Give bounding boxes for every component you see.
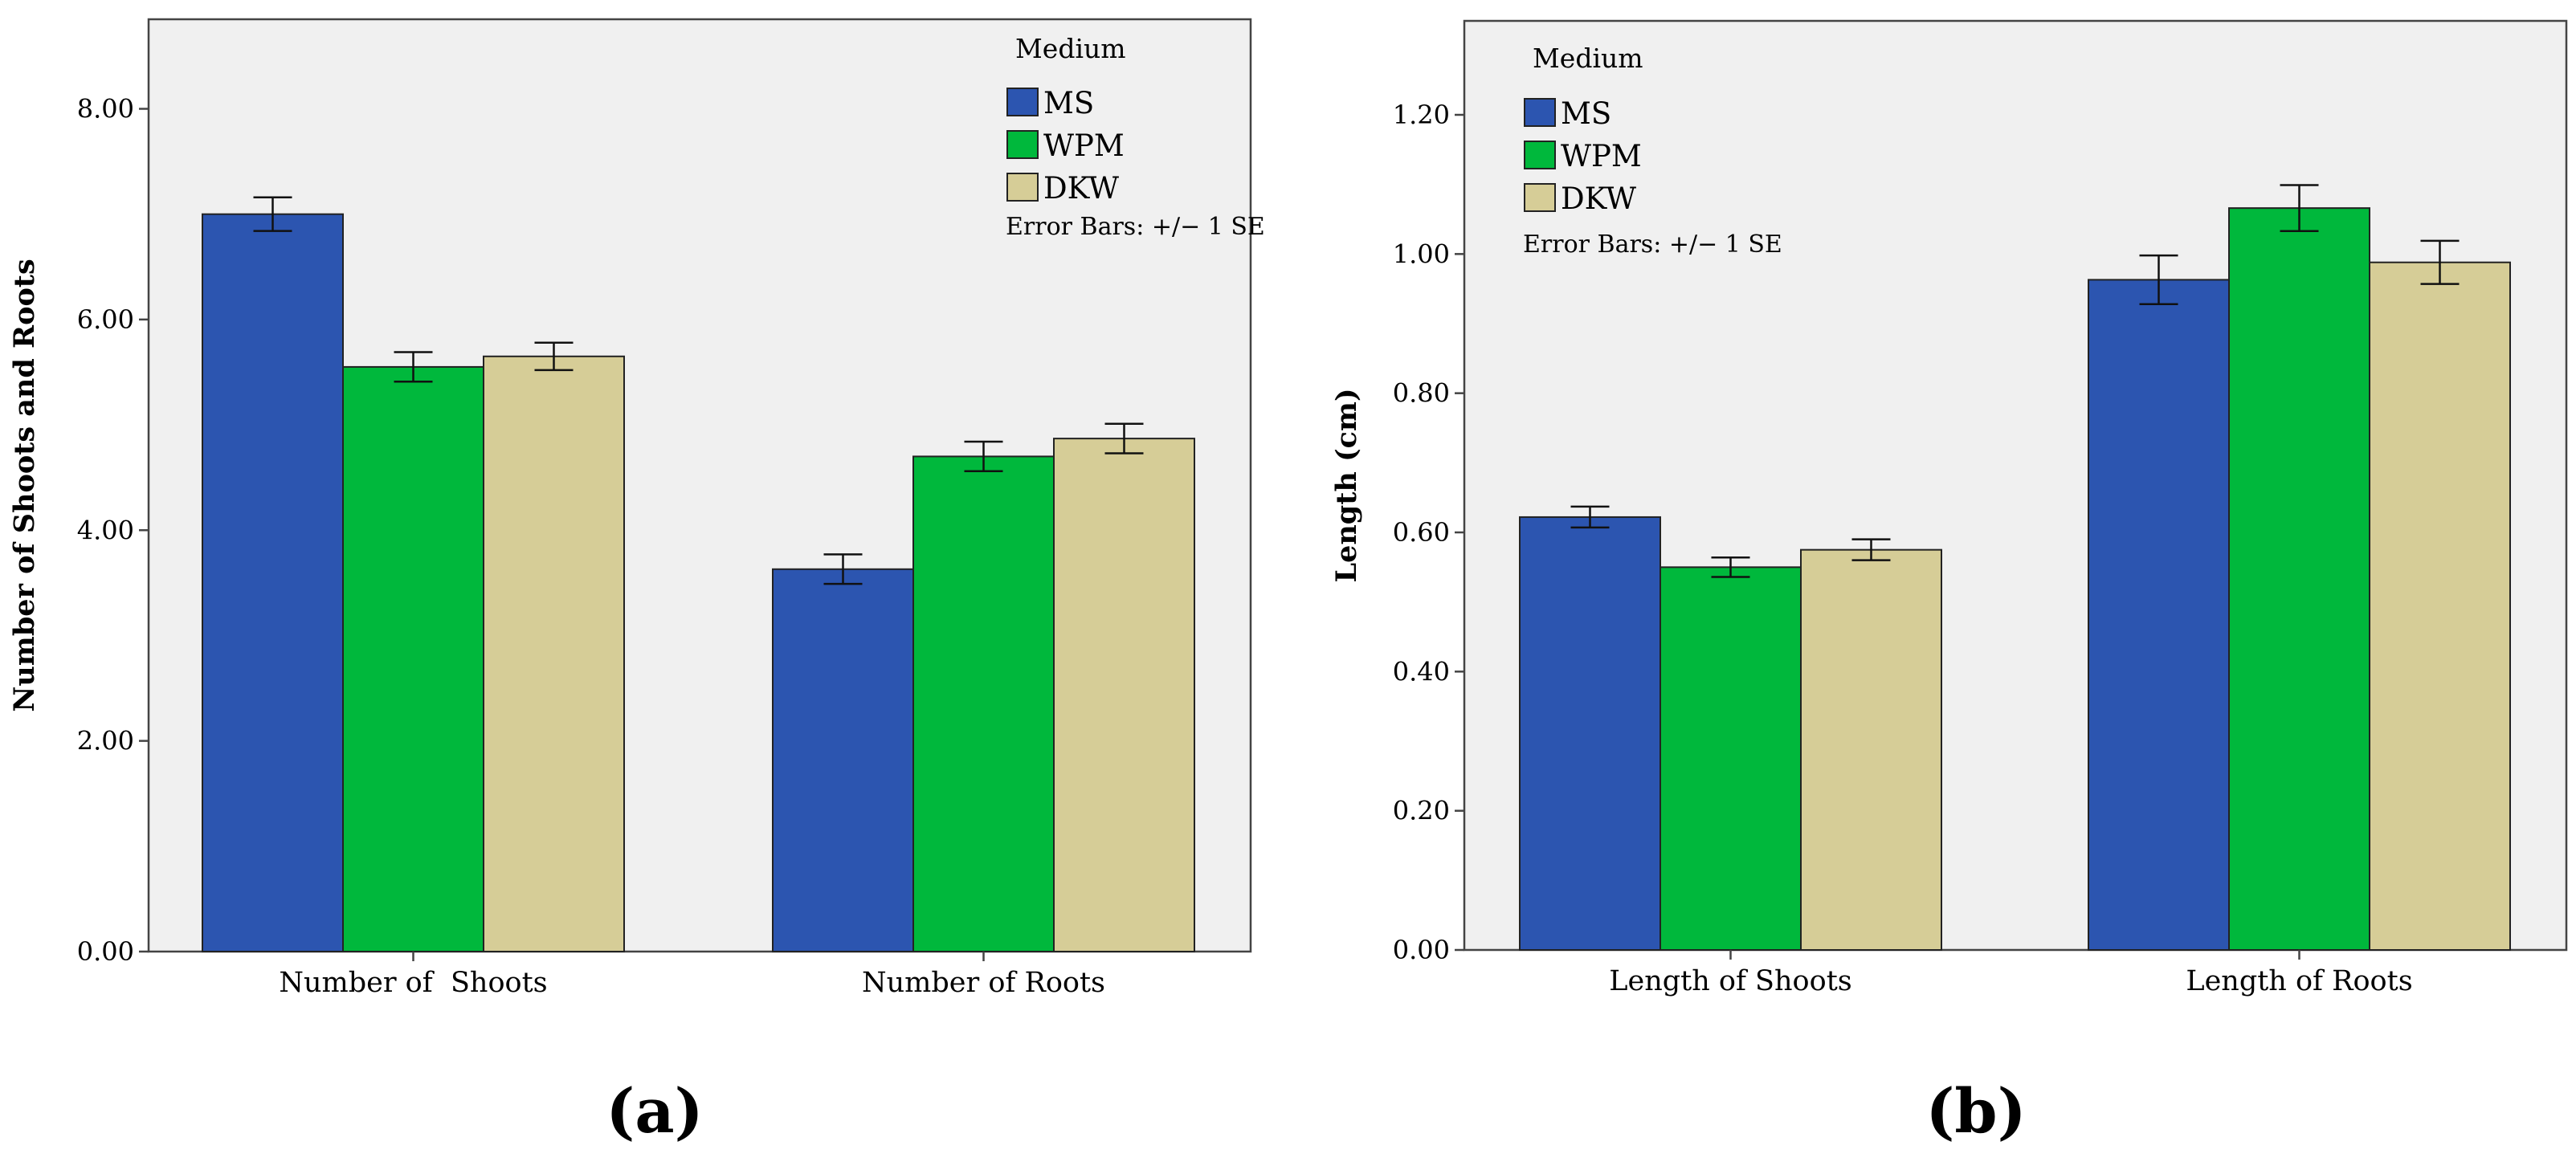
bar-ms-2: [2088, 279, 2230, 951]
y-tick-label: 0.80: [1393, 378, 1450, 409]
bar-dkw-2: [1053, 438, 1195, 952]
chart-panel-b: 0.00 0.20 0.40 0.60 0.80 1.00 1.20 Length (cm) L…: [1330, 19, 2568, 1147]
x-category-label: Length of Shoots: [1609, 965, 1851, 997]
panel-label: (b): [1925, 1075, 2026, 1147]
legend-swatch-dkw: [1524, 183, 1556, 212]
legend-title: Medium: [1015, 33, 1126, 64]
legend-title: Medium: [1533, 43, 1643, 74]
legend-swatch-wpm: [1524, 141, 1556, 169]
bar-dkw-2: [2369, 261, 2511, 951]
y-tick-label: 8.00: [77, 94, 134, 124]
legend-label-wpm: WPM: [1043, 128, 1125, 163]
y-tick-label: 6.00: [77, 304, 134, 335]
legend-label-wpm: WPM: [1561, 139, 1642, 173]
y-tick-label: 0.00: [77, 936, 134, 967]
y-axis-title: Number of Shoots and Roots: [8, 259, 41, 711]
legend-label-dkw: DKW: [1043, 171, 1119, 206]
legend-label-ms: MS: [1561, 96, 1611, 131]
bar-dkw-1: [483, 355, 625, 952]
bar-ms-2: [772, 568, 914, 952]
bar-ms-1: [202, 213, 344, 953]
panel-label: (a): [606, 1075, 703, 1147]
legend-swatch-wpm: [1006, 130, 1039, 159]
y-tick-label: 0.40: [1393, 656, 1450, 687]
legend-swatch-dkw: [1006, 173, 1039, 202]
legend-label-dkw: DKW: [1561, 181, 1636, 216]
error-bar-note: Error Bars: +/− 1 SE: [1523, 230, 1782, 259]
legend-swatch-ms: [1006, 88, 1039, 116]
x-category-label: Number of Shoots: [279, 967, 547, 999]
x-category-label: Number of Roots: [862, 967, 1105, 999]
bar-wpm-1: [342, 365, 484, 952]
bar-ms-1: [1519, 516, 1661, 951]
bar-wpm-1: [1659, 566, 1802, 951]
y-tick-label: 0.00: [1393, 935, 1450, 965]
bar-dkw-1: [1800, 548, 1942, 952]
legend-swatch-ms: [1524, 98, 1556, 127]
y-tick-label: 0.60: [1393, 517, 1450, 548]
y-axis-title: Length (cm): [1330, 388, 1363, 582]
y-tick-label: 1.20: [1393, 100, 1450, 130]
legend-label-ms: MS: [1043, 86, 1094, 120]
y-tick-label: 0.20: [1393, 796, 1450, 826]
bar-wpm-2: [912, 455, 1055, 952]
y-tick-label: 1.00: [1393, 238, 1450, 269]
x-category-label: Length of Roots: [2186, 965, 2412, 997]
chart-panel-a: 0.00 2.00 4.00 6.00 8.00 Number of Shoots and…: [8, 18, 1265, 1147]
bar-wpm-2: [2228, 207, 2370, 951]
y-tick-label: 4.00: [77, 515, 134, 545]
y-tick-label: 2.00: [77, 726, 134, 756]
error-bar-note: Error Bars: +/− 1 SE: [1006, 213, 1265, 241]
